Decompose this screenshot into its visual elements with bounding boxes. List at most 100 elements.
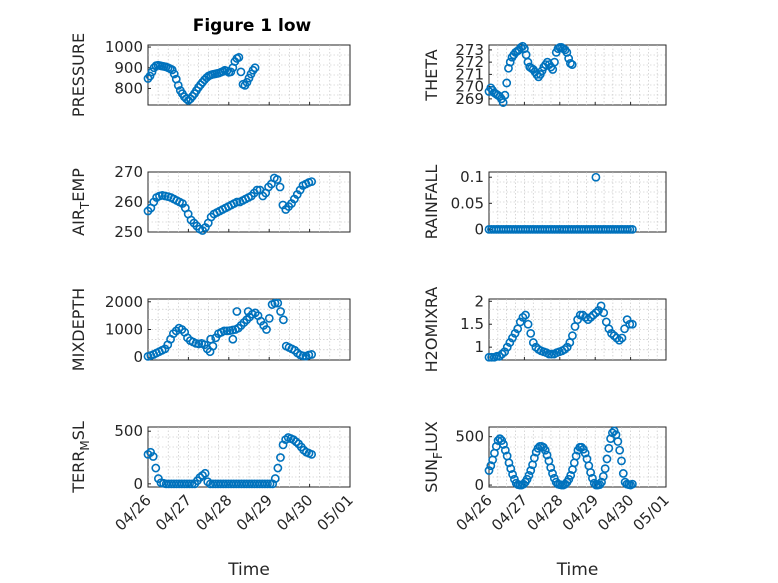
- data-point: [602, 454, 612, 464]
- y-axis-label: RAINFALL: [422, 165, 441, 240]
- data-point: [615, 445, 625, 455]
- data-point: [627, 319, 637, 329]
- data-point: [484, 466, 494, 475]
- data-point: [547, 349, 556, 359]
- data-point: [270, 474, 280, 483]
- data-point: [562, 342, 572, 352]
- x-tick-label: 04/28: [523, 491, 566, 534]
- data-point: [504, 458, 514, 468]
- data-point: [546, 463, 556, 473]
- y-tick-label: 0: [474, 476, 484, 494]
- y-tick-label: 2: [474, 292, 484, 310]
- data-point: [594, 306, 603, 315]
- data-point: [264, 314, 274, 323]
- data-point: [505, 57, 515, 67]
- y-tick-label: 1.5: [460, 315, 484, 333]
- data-point: [242, 77, 252, 87]
- data-point: [617, 333, 627, 343]
- data-point: [502, 78, 512, 88]
- data-point: [273, 298, 283, 308]
- data-point: [575, 310, 585, 320]
- data-point: [524, 470, 534, 480]
- data-point: [500, 90, 510, 100]
- data-point: [515, 317, 525, 327]
- data-point: [276, 307, 285, 316]
- mixdepth-panel: 0 1000 2000 MIXDEPTH: [69, 288, 351, 371]
- data-point: [526, 466, 536, 475]
- data-point: [618, 469, 628, 478]
- data-point: [521, 310, 530, 320]
- data-point: [600, 464, 610, 474]
- data-point: [244, 73, 254, 83]
- data-point: [523, 319, 533, 329]
- data-point: [567, 60, 577, 69]
- data-point: [206, 334, 216, 344]
- data-point: [542, 450, 552, 460]
- data-point: [510, 328, 520, 338]
- data-point: [169, 69, 179, 79]
- x-tick-label: 04/28: [192, 491, 235, 534]
- y-tick-label: 0: [133, 475, 143, 493]
- data-point: [550, 57, 559, 67]
- data-point: [500, 445, 510, 455]
- data-point: [151, 463, 161, 473]
- data-point: [500, 347, 510, 357]
- data-point: [232, 307, 242, 316]
- data-point: [145, 71, 155, 81]
- y-axis-label: TERRMSL: [69, 421, 92, 494]
- data-point: [276, 453, 285, 462]
- y-tick-label: 269: [455, 90, 484, 108]
- x-tick-label: 05/01: [314, 491, 357, 534]
- x-tick-label: 05/01: [630, 491, 673, 534]
- data-point: [252, 185, 262, 195]
- data-point: [604, 443, 614, 453]
- data-point: [508, 470, 517, 479]
- y-tick-label: 250: [114, 223, 143, 241]
- data-point: [604, 324, 614, 334]
- x-axis-label: Time: [556, 560, 599, 580]
- data-point: [173, 80, 183, 90]
- y-tick-label: 2000: [105, 293, 143, 311]
- data-point: [243, 307, 253, 316]
- y-tick-label: 800: [114, 79, 143, 97]
- y-tick-label: 0.05: [451, 194, 484, 212]
- y-tick-label: 271: [455, 65, 484, 83]
- x-tick-label: 04/26: [112, 491, 155, 534]
- y-tick-label: 500: [114, 422, 143, 440]
- x-tick-label: 04/29: [233, 491, 276, 534]
- pressure-panel: 800 900 1000 PRESSURE: [69, 33, 351, 117]
- y-tick-label: 272: [455, 53, 484, 71]
- y-tick-label: 500: [455, 428, 484, 446]
- x-tick-label: 04/30: [594, 491, 637, 534]
- data-point: [580, 448, 590, 458]
- data-point: [502, 342, 512, 352]
- y-tick-label: 260: [114, 193, 143, 211]
- data-point: [627, 224, 637, 234]
- x-axis-label: Time: [227, 560, 270, 580]
- data-point: [250, 63, 260, 73]
- data-point: [499, 440, 508, 449]
- data-point: [622, 315, 632, 325]
- data-point: [226, 67, 236, 77]
- data-point: [272, 175, 282, 184]
- data-point: [548, 469, 557, 478]
- data-point: [625, 319, 635, 329]
- data-point: [167, 65, 177, 75]
- data-point: [506, 464, 516, 474]
- data-point: [307, 350, 317, 359]
- data-point: [486, 461, 496, 471]
- data-point: [540, 445, 550, 455]
- data-point: [620, 324, 629, 334]
- y-tick-label: 0: [133, 348, 143, 366]
- data-point: [228, 334, 238, 344]
- data-point: [270, 298, 280, 308]
- data-point: [307, 177, 317, 186]
- x-tick-label: 04/26: [453, 491, 496, 534]
- data-point: [613, 437, 623, 446]
- data-point: [232, 197, 242, 207]
- y-tick-label: 270: [114, 163, 143, 181]
- data-point: [591, 172, 601, 182]
